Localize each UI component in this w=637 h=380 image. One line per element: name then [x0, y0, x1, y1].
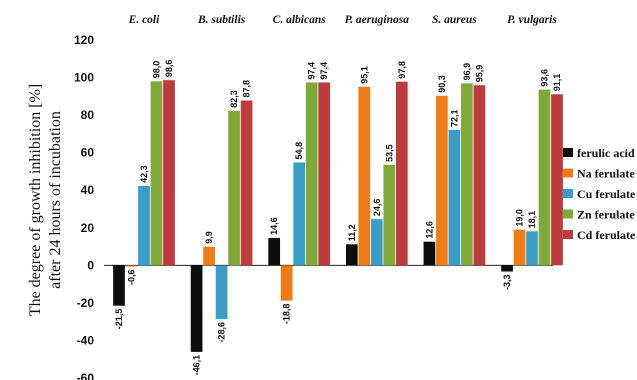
legend-label: ferulic acid [577, 146, 635, 160]
bar-Zn-ferulate [461, 83, 473, 266]
bar-ferulic-acid [345, 244, 358, 266]
bar-Na-ferulate [358, 86, 371, 266]
data-label: 97,8 [397, 61, 407, 79]
data-label: 14,6 [269, 217, 279, 235]
bar-Cd-ferulate [318, 82, 331, 266]
bar-Na-ferulate [436, 95, 448, 266]
legend-swatch [563, 148, 573, 157]
category-label: P. aeruginosa [345, 14, 410, 26]
data-label: 87,8 [242, 80, 252, 98]
category-label: B. subtilis [197, 14, 246, 26]
bar-Na-ferulate [280, 265, 293, 301]
bar-ferulic-acid [423, 241, 436, 266]
data-label: 24,6 [372, 199, 382, 217]
data-label: 54,8 [294, 142, 304, 160]
data-label: 96,9 [462, 63, 472, 81]
bar-Cu-ferulate [138, 185, 150, 266]
data-label: -3,3 [502, 275, 512, 291]
bar-Cu-ferulate [215, 265, 228, 320]
bars [113, 80, 563, 352]
y-tick-label: 0 [87, 258, 94, 272]
data-label: 93,6 [540, 69, 550, 87]
bar-Zn-ferulate [150, 81, 163, 266]
data-label: 97,4 [307, 62, 317, 80]
y-tick-label: -20 [77, 296, 95, 310]
data-label: 53,5 [384, 144, 394, 162]
category-labels: E. coli B. subtilis C. albicans P. aerugino… [128, 14, 558, 26]
data-label: 97,4 [319, 62, 329, 80]
legend-swatch [563, 209, 573, 219]
category-label: S. aureus [432, 14, 477, 26]
legend-label: Na ferulate [577, 167, 635, 181]
category-label: E. coli [128, 14, 160, 26]
bar-Cd-ferulate [551, 94, 563, 266]
data-label: -18,8 [282, 304, 292, 325]
data-label: 11,2 [347, 224, 357, 241]
bar-Na-ferulate [513, 229, 526, 266]
data-label: 72,1 [449, 109, 459, 127]
legend-swatch [563, 168, 573, 178]
bar-ferulic-acid [113, 265, 125, 306]
data-label: 95,9 [474, 65, 484, 83]
y-axis-label-line-1: The degree of growth inhibition [%] [27, 84, 44, 316]
bar-Cd-ferulate [473, 85, 486, 266]
bar-Cd-ferulate [240, 100, 253, 266]
data-label: 9,9 [204, 231, 214, 244]
bar-ferulic-acid [268, 237, 281, 266]
data-label: 12,6 [424, 221, 434, 239]
data-label: 95,1 [359, 66, 369, 84]
legend-label: Zn ferulate [577, 208, 635, 222]
y-tick-label: -60 [77, 371, 95, 380]
bar-Cu-ferulate [293, 162, 306, 266]
y-tick-label: 80 [81, 108, 95, 122]
y-tick-label: 40 [81, 183, 95, 197]
data-label: 82,3 [229, 90, 239, 108]
bar-Na-ferulate [125, 265, 138, 267]
data-label: -0,6 [127, 269, 137, 285]
bar-Cd-ferulate [163, 80, 175, 266]
bar-Cu-ferulate [370, 219, 383, 266]
bar-Cu-ferulate [526, 231, 538, 266]
category-label: C. albicans [273, 14, 327, 26]
bar-Cu-ferulate [448, 129, 461, 266]
data-label: 98,6 [164, 60, 174, 78]
data-label: -21,5 [114, 309, 124, 330]
legend: ferulic acid Na ferulate Cu ferulate Zn fer… [563, 146, 636, 242]
bar-Cd-ferulate [395, 81, 408, 266]
legend-label: Cd ferulate [577, 228, 636, 242]
y-tick-label: -40 [77, 333, 95, 347]
data-label: 18,1 [527, 211, 537, 229]
data-label: 19,0 [515, 209, 525, 227]
category-label: P. vulgaris [507, 14, 557, 26]
y-axis-label-line-2: after 24 hours of incubation [47, 111, 64, 289]
legend-label: Cu ferulate [577, 187, 636, 201]
bar-Zn-ferulate [538, 89, 551, 266]
bar-Na-ferulate [203, 246, 215, 266]
bar-Zn-ferulate [228, 110, 240, 266]
y-axis-ticks: 120 100 80 60 40 20 0 -20 -40 -60 [74, 33, 94, 380]
data-label: -28,6 [217, 322, 227, 343]
bar-Zn-ferulate [383, 164, 396, 266]
legend-swatch [563, 189, 573, 198]
y-tick-label: 120 [74, 33, 94, 47]
data-labels: -21,5 -0,6 42,3 98,0 98,6 -46,1 9,9 -28,6 82,387… [114, 60, 562, 376]
bar-Zn-ferulate [305, 82, 318, 266]
y-tick-label: 100 [74, 71, 94, 85]
y-tick-label: 20 [81, 221, 95, 235]
y-axis-label: The degree of growth inhibition [%] afte… [27, 84, 64, 316]
bar-ferulic-acid [190, 265, 203, 352]
legend-swatch [563, 230, 573, 239]
data-label: 98,0 [152, 61, 162, 79]
data-label: -46,1 [192, 355, 202, 376]
data-label: 90,3 [437, 75, 447, 93]
bar-ferulic-acid [501, 265, 513, 272]
data-label: 42,3 [139, 165, 149, 183]
data-label: 91,1 [552, 74, 562, 92]
y-tick-label: 60 [81, 146, 95, 160]
